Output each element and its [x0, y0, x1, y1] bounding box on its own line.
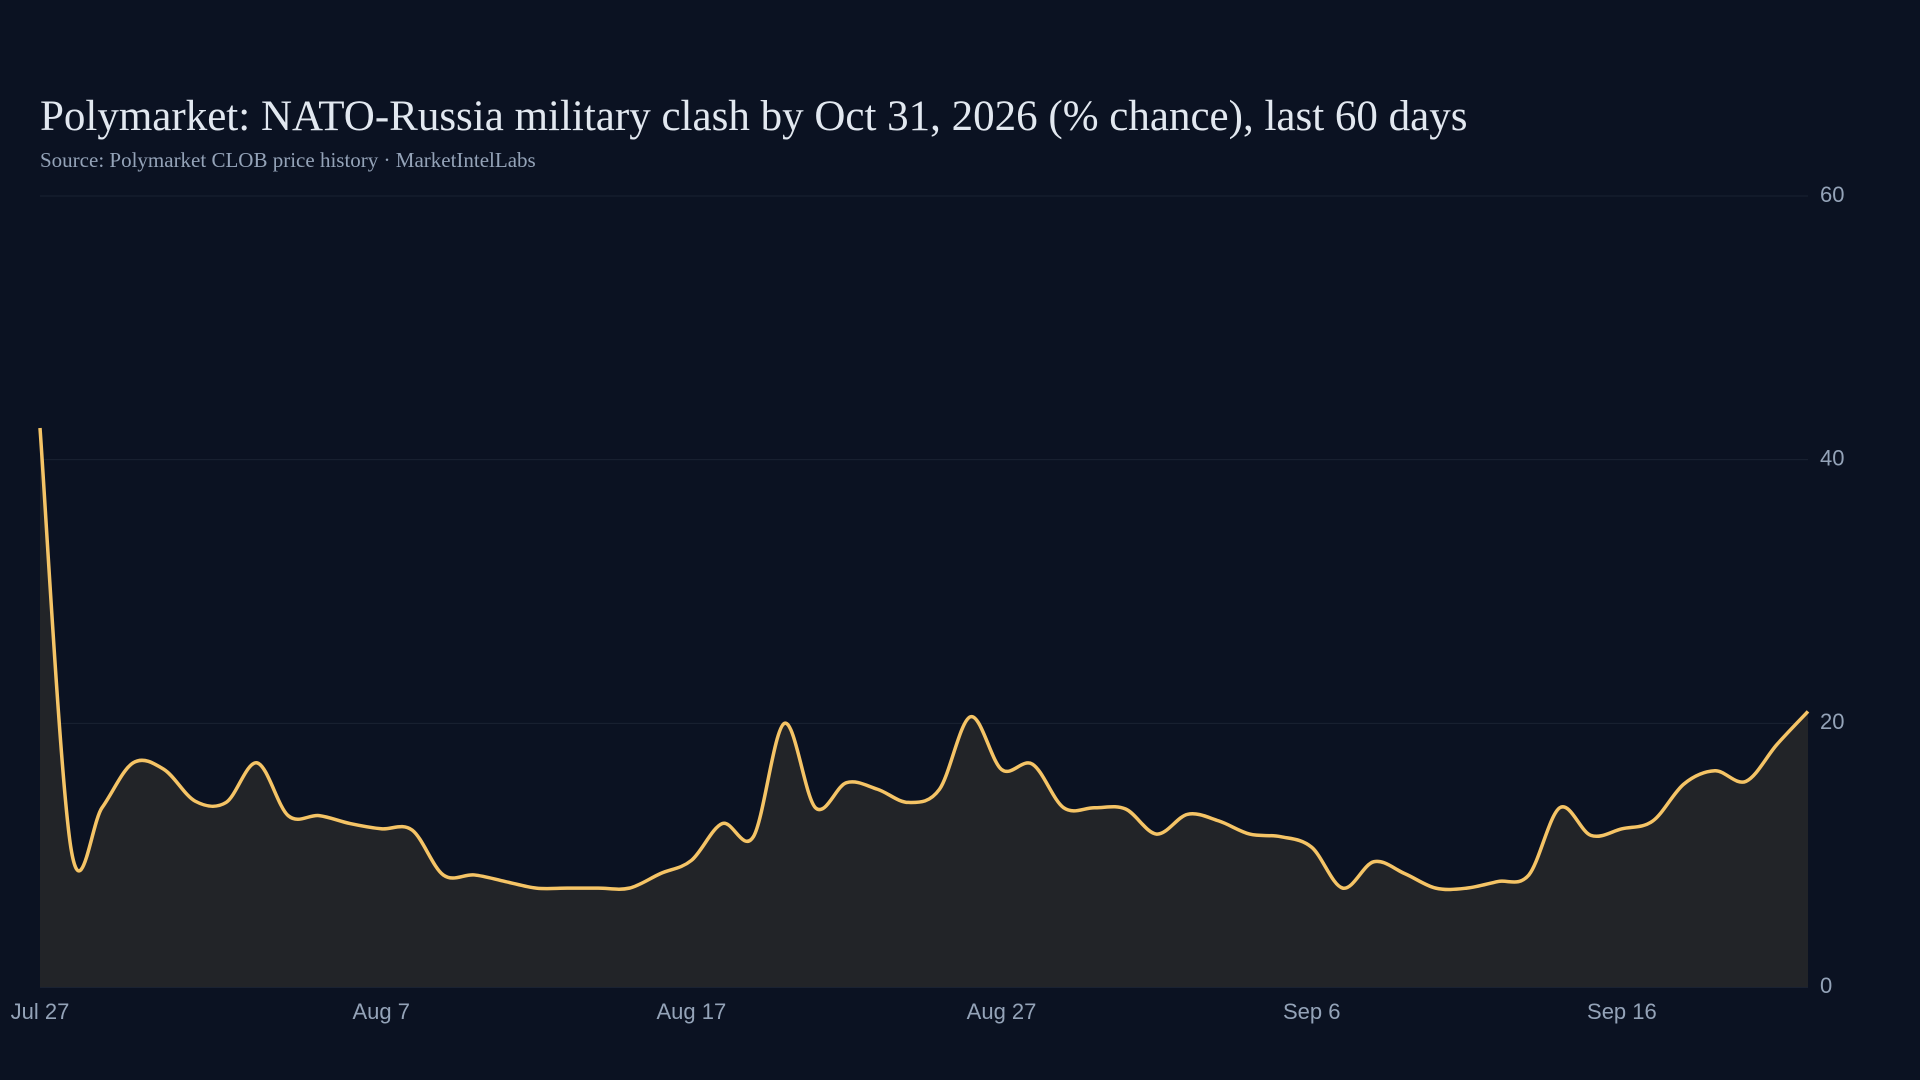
y-tick-label: 20	[1820, 709, 1844, 734]
x-tick-label: Sep 6	[1283, 999, 1341, 1024]
y-tick-label: 40	[1820, 445, 1844, 470]
x-tick-label: Aug 17	[657, 999, 727, 1024]
x-tick-label: Aug 27	[967, 999, 1037, 1024]
x-tick-label: Aug 7	[352, 999, 410, 1024]
area-fill	[40, 428, 1808, 987]
x-tick-label: Jul 27	[11, 999, 70, 1024]
y-tick-label: 60	[1820, 182, 1844, 207]
x-tick-label: Sep 16	[1587, 999, 1657, 1024]
line	[38, 427, 1810, 892]
chart-subtitle: Source: Polymarket CLOB price history · …	[40, 148, 536, 172]
y-tick-label: 0	[1820, 973, 1832, 998]
chart-title: Polymarket: NATO-Russia military clash b…	[40, 93, 1467, 140]
